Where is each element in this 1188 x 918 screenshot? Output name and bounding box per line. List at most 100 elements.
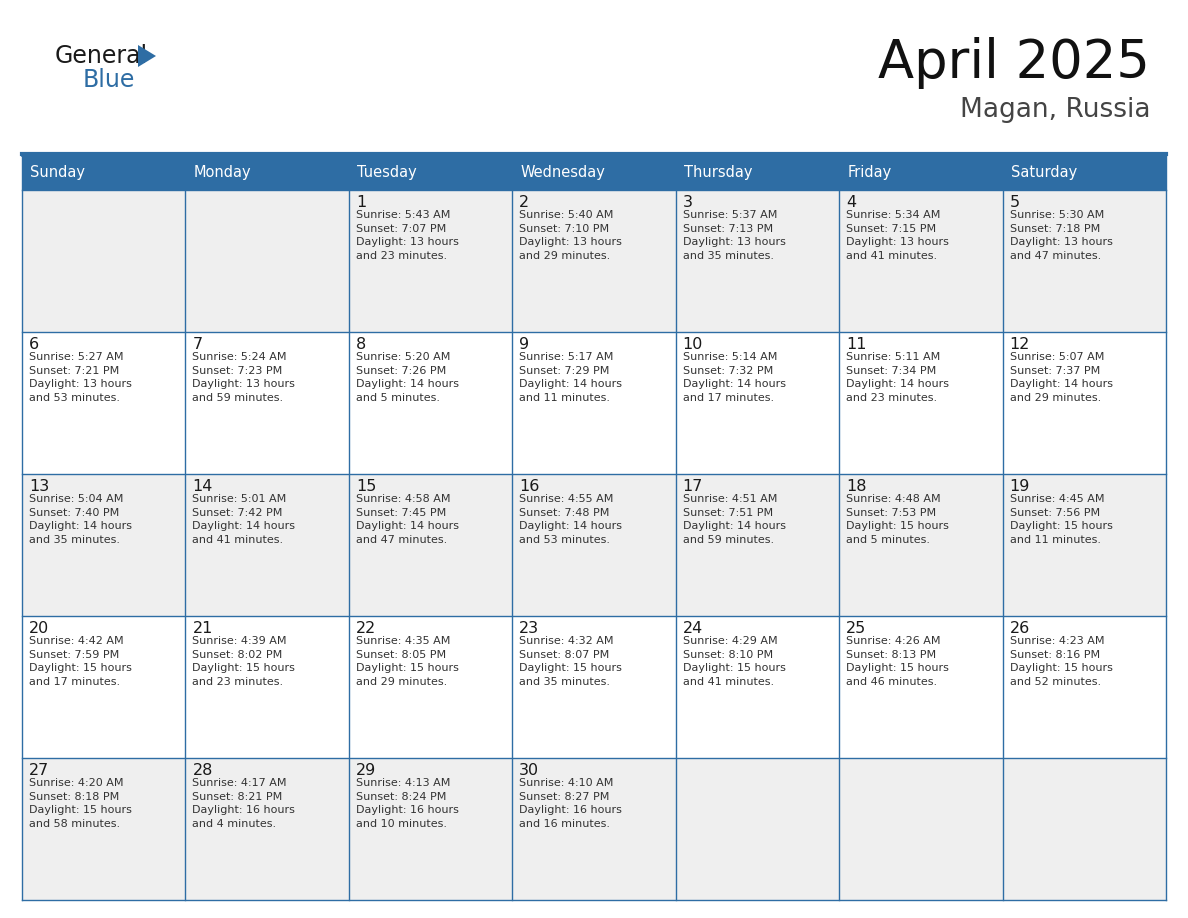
Bar — [1003, 190, 1165, 332]
Text: Sunrise: 4:29 AM
Sunset: 8:10 PM
Daylight: 15 hours
and 41 minutes.: Sunrise: 4:29 AM Sunset: 8:10 PM Dayligh… — [683, 636, 785, 687]
Text: Saturday: Saturday — [1011, 165, 1076, 181]
Text: 24: 24 — [683, 621, 703, 636]
Text: General: General — [55, 44, 148, 68]
Text: Sunrise: 5:43 AM
Sunset: 7:07 PM
Daylight: 13 hours
and 23 minutes.: Sunrise: 5:43 AM Sunset: 7:07 PM Dayligh… — [356, 210, 459, 261]
Text: 27: 27 — [29, 763, 49, 778]
Text: 9: 9 — [519, 337, 530, 352]
Bar — [1003, 758, 1165, 900]
Bar — [185, 758, 349, 900]
Text: Blue: Blue — [83, 68, 135, 92]
Text: Sunrise: 4:10 AM
Sunset: 8:27 PM
Daylight: 16 hours
and 16 minutes.: Sunrise: 4:10 AM Sunset: 8:27 PM Dayligh… — [519, 778, 623, 829]
Text: Sunrise: 4:20 AM
Sunset: 8:18 PM
Daylight: 15 hours
and 58 minutes.: Sunrise: 4:20 AM Sunset: 8:18 PM Dayligh… — [29, 778, 132, 829]
Bar — [23, 190, 185, 332]
Text: 20: 20 — [29, 621, 49, 636]
Bar — [1003, 332, 1165, 474]
Text: 26: 26 — [1010, 621, 1030, 636]
Text: Sunrise: 5:14 AM
Sunset: 7:32 PM
Daylight: 14 hours
and 17 minutes.: Sunrise: 5:14 AM Sunset: 7:32 PM Dayligh… — [683, 352, 785, 403]
Bar — [512, 616, 676, 758]
Bar — [1003, 616, 1165, 758]
Text: 30: 30 — [519, 763, 539, 778]
Text: 3: 3 — [683, 195, 693, 210]
Bar — [512, 758, 676, 900]
Text: Wednesday: Wednesday — [520, 165, 605, 181]
Bar — [676, 474, 839, 616]
Text: 14: 14 — [192, 479, 213, 494]
Text: 29: 29 — [356, 763, 377, 778]
Text: 1: 1 — [356, 195, 366, 210]
Bar — [23, 156, 1165, 190]
Text: Sunrise: 4:23 AM
Sunset: 8:16 PM
Daylight: 15 hours
and 52 minutes.: Sunrise: 4:23 AM Sunset: 8:16 PM Dayligh… — [1010, 636, 1112, 687]
Text: Sunrise: 4:58 AM
Sunset: 7:45 PM
Daylight: 14 hours
and 47 minutes.: Sunrise: 4:58 AM Sunset: 7:45 PM Dayligh… — [356, 494, 459, 544]
Text: 8: 8 — [356, 337, 366, 352]
Text: 18: 18 — [846, 479, 866, 494]
Text: 22: 22 — [356, 621, 377, 636]
Bar — [185, 332, 349, 474]
Text: 19: 19 — [1010, 479, 1030, 494]
Text: Sunrise: 4:51 AM
Sunset: 7:51 PM
Daylight: 14 hours
and 59 minutes.: Sunrise: 4:51 AM Sunset: 7:51 PM Dayligh… — [683, 494, 785, 544]
Text: Sunrise: 4:35 AM
Sunset: 8:05 PM
Daylight: 15 hours
and 29 minutes.: Sunrise: 4:35 AM Sunset: 8:05 PM Dayligh… — [356, 636, 459, 687]
Text: Sunrise: 4:48 AM
Sunset: 7:53 PM
Daylight: 15 hours
and 5 minutes.: Sunrise: 4:48 AM Sunset: 7:53 PM Dayligh… — [846, 494, 949, 544]
Text: Sunrise: 5:11 AM
Sunset: 7:34 PM
Daylight: 14 hours
and 23 minutes.: Sunrise: 5:11 AM Sunset: 7:34 PM Dayligh… — [846, 352, 949, 403]
Text: 5: 5 — [1010, 195, 1019, 210]
Text: 12: 12 — [1010, 337, 1030, 352]
Text: Sunrise: 5:34 AM
Sunset: 7:15 PM
Daylight: 13 hours
and 41 minutes.: Sunrise: 5:34 AM Sunset: 7:15 PM Dayligh… — [846, 210, 949, 261]
Text: 28: 28 — [192, 763, 213, 778]
Text: Thursday: Thursday — [684, 165, 752, 181]
Bar — [349, 616, 512, 758]
Text: 15: 15 — [356, 479, 377, 494]
Text: Sunrise: 4:17 AM
Sunset: 8:21 PM
Daylight: 16 hours
and 4 minutes.: Sunrise: 4:17 AM Sunset: 8:21 PM Dayligh… — [192, 778, 296, 829]
Text: 10: 10 — [683, 337, 703, 352]
Bar — [23, 474, 185, 616]
Bar — [349, 190, 512, 332]
Text: Sunrise: 5:01 AM
Sunset: 7:42 PM
Daylight: 14 hours
and 41 minutes.: Sunrise: 5:01 AM Sunset: 7:42 PM Dayligh… — [192, 494, 296, 544]
Bar — [349, 758, 512, 900]
Bar — [839, 332, 1003, 474]
Text: Sunrise: 5:20 AM
Sunset: 7:26 PM
Daylight: 14 hours
and 5 minutes.: Sunrise: 5:20 AM Sunset: 7:26 PM Dayligh… — [356, 352, 459, 403]
Text: Magan, Russia: Magan, Russia — [960, 97, 1150, 123]
Text: Sunrise: 4:42 AM
Sunset: 7:59 PM
Daylight: 15 hours
and 17 minutes.: Sunrise: 4:42 AM Sunset: 7:59 PM Dayligh… — [29, 636, 132, 687]
Text: Sunrise: 4:39 AM
Sunset: 8:02 PM
Daylight: 15 hours
and 23 minutes.: Sunrise: 4:39 AM Sunset: 8:02 PM Dayligh… — [192, 636, 296, 687]
Text: Tuesday: Tuesday — [356, 165, 417, 181]
Bar — [676, 758, 839, 900]
Bar — [512, 474, 676, 616]
Bar — [512, 190, 676, 332]
Text: Sunrise: 5:40 AM
Sunset: 7:10 PM
Daylight: 13 hours
and 29 minutes.: Sunrise: 5:40 AM Sunset: 7:10 PM Dayligh… — [519, 210, 623, 261]
Text: Sunrise: 5:30 AM
Sunset: 7:18 PM
Daylight: 13 hours
and 47 minutes.: Sunrise: 5:30 AM Sunset: 7:18 PM Dayligh… — [1010, 210, 1112, 261]
Text: Sunrise: 4:45 AM
Sunset: 7:56 PM
Daylight: 15 hours
and 11 minutes.: Sunrise: 4:45 AM Sunset: 7:56 PM Dayligh… — [1010, 494, 1112, 544]
Text: 4: 4 — [846, 195, 857, 210]
Text: Monday: Monday — [194, 165, 251, 181]
Text: Sunday: Sunday — [30, 165, 86, 181]
Text: Sunrise: 5:27 AM
Sunset: 7:21 PM
Daylight: 13 hours
and 53 minutes.: Sunrise: 5:27 AM Sunset: 7:21 PM Dayligh… — [29, 352, 132, 403]
Bar — [839, 616, 1003, 758]
Text: 2: 2 — [519, 195, 530, 210]
Bar — [676, 332, 839, 474]
Bar — [676, 616, 839, 758]
Bar — [23, 332, 185, 474]
Text: Sunrise: 4:26 AM
Sunset: 8:13 PM
Daylight: 15 hours
and 46 minutes.: Sunrise: 4:26 AM Sunset: 8:13 PM Dayligh… — [846, 636, 949, 687]
Text: Sunrise: 4:55 AM
Sunset: 7:48 PM
Daylight: 14 hours
and 53 minutes.: Sunrise: 4:55 AM Sunset: 7:48 PM Dayligh… — [519, 494, 623, 544]
Bar — [185, 616, 349, 758]
Bar — [185, 190, 349, 332]
Bar — [185, 474, 349, 616]
Bar — [23, 758, 185, 900]
Text: 23: 23 — [519, 621, 539, 636]
Text: Sunrise: 5:24 AM
Sunset: 7:23 PM
Daylight: 13 hours
and 59 minutes.: Sunrise: 5:24 AM Sunset: 7:23 PM Dayligh… — [192, 352, 296, 403]
Text: 25: 25 — [846, 621, 866, 636]
Bar — [512, 332, 676, 474]
Text: Sunrise: 5:07 AM
Sunset: 7:37 PM
Daylight: 14 hours
and 29 minutes.: Sunrise: 5:07 AM Sunset: 7:37 PM Dayligh… — [1010, 352, 1113, 403]
Bar — [349, 332, 512, 474]
Text: 7: 7 — [192, 337, 202, 352]
Text: 17: 17 — [683, 479, 703, 494]
Bar — [839, 190, 1003, 332]
Bar — [839, 474, 1003, 616]
Text: April 2025: April 2025 — [878, 37, 1150, 89]
Text: 6: 6 — [29, 337, 39, 352]
Text: 16: 16 — [519, 479, 539, 494]
Text: 11: 11 — [846, 337, 866, 352]
Text: 13: 13 — [29, 479, 49, 494]
Bar — [1003, 474, 1165, 616]
Bar — [349, 474, 512, 616]
Text: Sunrise: 5:17 AM
Sunset: 7:29 PM
Daylight: 14 hours
and 11 minutes.: Sunrise: 5:17 AM Sunset: 7:29 PM Dayligh… — [519, 352, 623, 403]
Text: Sunrise: 4:13 AM
Sunset: 8:24 PM
Daylight: 16 hours
and 10 minutes.: Sunrise: 4:13 AM Sunset: 8:24 PM Dayligh… — [356, 778, 459, 829]
Polygon shape — [138, 45, 156, 67]
